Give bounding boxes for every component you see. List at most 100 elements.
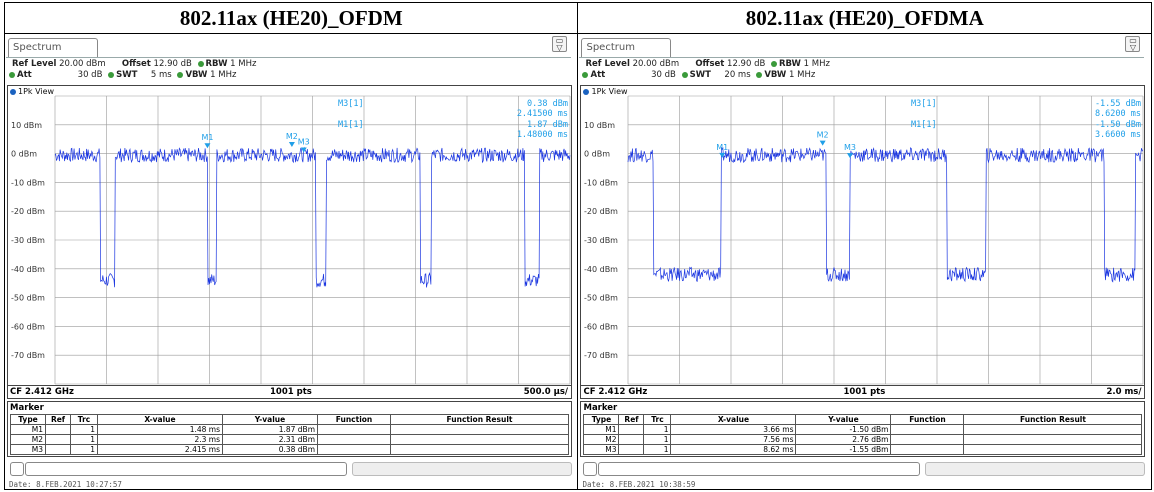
spectrum-panel-ofdm: Spectrum ▭ ▽ Ref Level 20.00 dBm Offset 1… [6,35,577,488]
marker-table-title: Marker [583,403,618,413]
y-tick-label: 0 dBm [11,150,37,159]
window-menu-icon[interactable]: ▭ ▽ [552,36,567,52]
y-tick-label: -60 dBm [584,322,618,331]
marker-table-panel: Marker Type Ref Trc X-value Y-value Function F… [580,401,1146,457]
marker-table-header: Type Ref Trc X-value Y-value Function Function… [10,414,569,425]
marker-cell [890,434,965,445]
trace-view[interactable]: 10 dBm 0 dBm -10 dBm -20 dBm -30 dBm -40 dBm -… [580,85,1146,386]
marker-col-0: Type [10,414,46,425]
marker-cell: 2.31 dBm [222,434,318,445]
marker-cell: M3 [10,444,46,455]
timestamp: Date: 8.FEB.2021 10:27:57 [9,480,122,488]
status-message-field [598,462,921,476]
att-value: 30 dB [77,70,103,80]
y-tick-label: -60 dBm [11,322,45,331]
marker-col-5: Function [890,414,965,425]
tab-spectrum[interactable]: Spectrum [581,38,672,57]
marker-table: Type Ref Trc X-value Y-value Function Function… [10,414,569,455]
marker-cell [390,444,569,455]
marker-table-title: Marker [10,403,44,413]
status-button[interactable] [583,462,598,476]
marker-triangle[interactable] [820,140,827,146]
view-label-text: 1Pk View [591,87,628,96]
marker-cell: 8.62 ms [670,444,797,455]
marker-cell [45,434,71,445]
marker-readout-m1-label: M1[1] [338,120,364,130]
marker-cell: 2.3 ms [97,434,223,445]
y-tick-label: 10 dBm [584,121,615,130]
rbw-indicator-icon [197,60,204,67]
marker-cell: M1 [583,424,620,435]
att-label: Att [590,70,606,80]
status-button[interactable] [10,462,24,476]
settings-row-2: Att 30 dB SWT 5 ms VBW 1 MHz [6,70,236,80]
marker-readout-m1-label: M1[1] [911,120,937,130]
y-tick-label: -10 dBm [584,178,618,187]
settings-row-2: Att 30 dB SWT 20 ms VBW 1 MHz [579,70,815,80]
marker-cell [317,434,391,445]
marker-cell: 2.76 dBm [795,434,892,445]
marker-tag: M3 [844,143,856,152]
marker-triangle[interactable] [847,153,854,159]
marker-cell [890,424,965,435]
y-tick-label: -50 dBm [584,294,618,303]
marker-cell: 1 [643,424,672,435]
center-frequency: CF 2.412 GHz [583,387,648,397]
marker-cell [890,444,965,455]
trace-indicator-icon [583,88,590,95]
marker-row[interactable]: M3 1 8.62 ms -1.55 dBm [583,444,1143,455]
trace-line [628,146,1144,283]
view-label-text: 1Pk View [18,87,55,96]
marker-cell [963,424,1143,435]
marker-cell: 1 [70,424,98,435]
marker-cell: 1.87 dBm [222,424,318,435]
rbw-indicator-icon [771,60,777,67]
marker-tag: M1 [201,133,213,142]
settings-row-1: Ref Level 20.00 dBm Offset 12.90 dB RBW … [12,59,256,69]
marker-table: Type Ref Trc X-value Y-value Function Function… [583,414,1143,455]
marker-cell [963,444,1143,455]
status-bar: ◢◣ [7,462,572,476]
tab-spectrum[interactable]: Spectrum [8,38,98,57]
marker-cell: 1.48 ms [97,424,223,435]
marker-col-4: Y-value [795,414,892,425]
marker-col-2: Trc [70,414,98,425]
marker-cell: 1 [643,444,672,455]
ref-level-value: 20.00 dBm [59,59,106,69]
trace-view[interactable]: 10 dBm 0 dBm -10 dBm -20 dBm -30 dBm -40 dBm -… [7,85,572,386]
swt-value: 5 ms [150,70,172,80]
tab-bar: Spectrum ▭ ▽ [579,35,1145,58]
marker-triangle[interactable] [288,141,295,147]
marker-cell [618,424,645,435]
status-message-field [25,462,347,476]
marker-tag: M1 [717,143,729,152]
marker-triangle[interactable] [204,143,211,149]
marker-readout-m3-y: 0.38 dBm [527,99,568,109]
marker-table-panel: Marker Type Ref Trc X-value Y-value Function F… [7,401,572,457]
marker-row[interactable]: M1 1 1.48 ms 1.87 dBm [10,424,569,435]
marker-readout-m3-x: 2.41500 ms [517,109,568,119]
panel-header-ofdm: 802.11ax (HE20)_OFDM [3,2,579,34]
vbw-indicator-icon [756,71,763,78]
marker-row[interactable]: M3 1 2.415 ms 0.38 dBm [10,444,569,455]
y-tick-label: -40 dBm [11,265,45,274]
marker-tag: M2 [286,132,298,141]
marker-row[interactable]: M2 1 7.56 ms 2.76 dBm [583,434,1143,445]
marker-cell: -1.55 dBm [795,444,892,455]
marker-row[interactable]: M2 1 2.3 ms 2.31 dBm [10,434,569,445]
rbw-label: RBW [205,59,228,69]
status-bar: ◢◣ [580,462,1146,476]
vbw-value: 1 MHz [789,70,816,80]
window-menu-icon[interactable]: ▭ ▽ [1125,36,1141,52]
marker-row[interactable]: M1 1 3.66 ms -1.50 dBm [583,424,1143,435]
y-tick-label: -70 dBm [11,351,45,360]
trace-indicator-icon [10,88,16,95]
marker-cell [618,434,645,445]
marker-triangle[interactable] [719,152,726,158]
marker-cell: 1 [70,444,98,455]
view-label: 1Pk View [583,87,628,96]
marker-tag: M2 [817,131,829,140]
marker-readout-m3-x: 8.6200 ms [1095,109,1141,119]
marker-cell [45,424,71,435]
marker-triangle[interactable] [300,147,307,153]
